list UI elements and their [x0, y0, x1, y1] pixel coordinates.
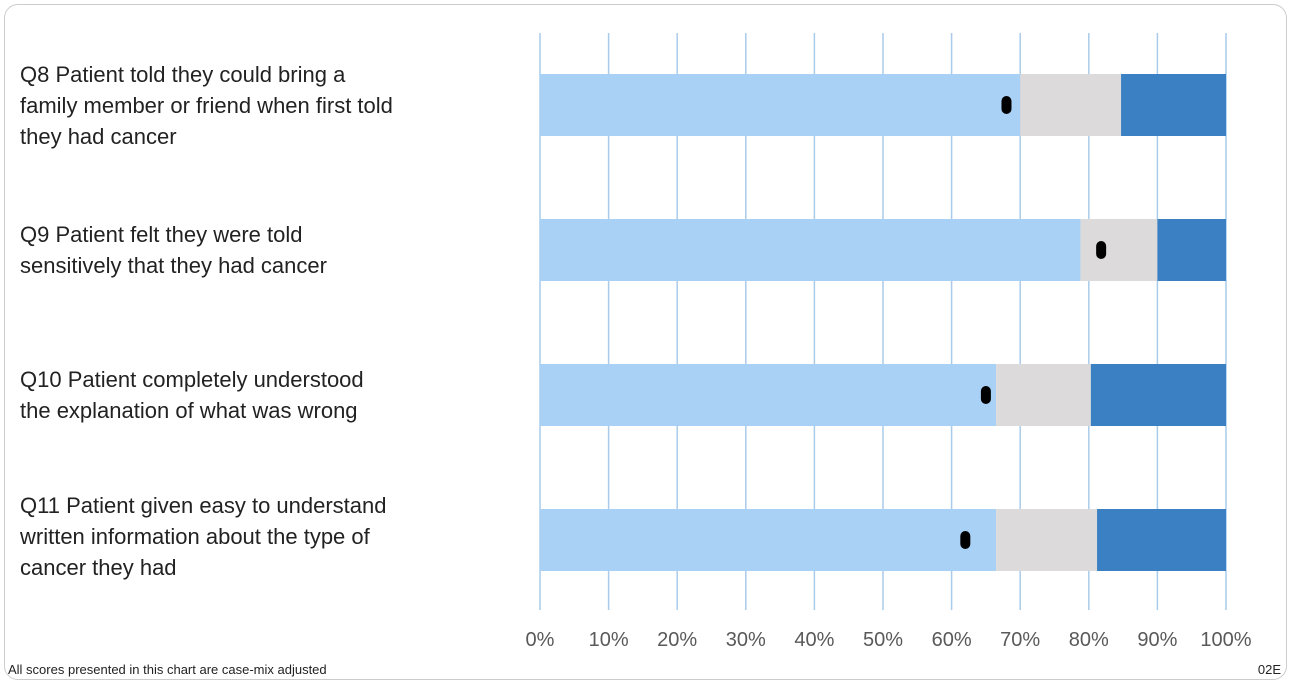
- question-q8-line-3: they had cancer: [20, 124, 177, 149]
- question-label-q10: Q10 Patient completely understood the ex…: [20, 364, 490, 426]
- question-q11-line-1: Q11 Patient given easy to understand: [20, 493, 387, 518]
- bar-row4-segment2: [996, 509, 1098, 571]
- x-tick-label: 80%: [1069, 629, 1109, 651]
- marker-point-row3: [980, 386, 991, 404]
- question-q11-line-2: written information about the type of: [20, 524, 370, 549]
- x-tick-label: 70%: [1000, 629, 1040, 651]
- question-label-q8: Q8 Patient told they could bring a famil…: [20, 59, 490, 152]
- marker-point-row4: [960, 531, 971, 549]
- question-label-q9: Q9 Patient felt they were told sensitive…: [20, 219, 490, 281]
- footnote: All scores presented in this chart are c…: [8, 662, 327, 677]
- bar-row1-segment1: [540, 74, 1021, 136]
- bar-row1-segment2: [1020, 74, 1122, 136]
- x-tick-label: 100%: [1200, 629, 1251, 651]
- bar-row3-segment3: [1090, 364, 1226, 426]
- x-tick-label: 20%: [657, 629, 697, 651]
- chart-code: 02E: [1257, 662, 1281, 677]
- bar-row4-segment3: [1097, 509, 1226, 571]
- question-q8-line-2: family member or friend when first told: [20, 93, 393, 118]
- bar-row2-segment1: [540, 219, 1081, 281]
- x-tick-label: 50%: [863, 629, 903, 651]
- x-tick-label: 60%: [932, 629, 972, 651]
- question-q10-line-2: the explanation of what was wrong: [20, 398, 358, 423]
- marker-point-row2: [1096, 241, 1107, 259]
- bar-row3-segment1: [540, 364, 997, 426]
- question-q9-line-1: Q9 Patient felt they were told: [20, 222, 303, 247]
- question-q8-line-1: Q8 Patient told they could bring a: [20, 62, 346, 87]
- question-q9-line-2: sensitively that they had cancer: [20, 253, 327, 278]
- question-q10-line-1: Q10 Patient completely understood: [20, 367, 364, 392]
- question-q11-line-3: cancer they had: [20, 555, 177, 580]
- x-tick-label: 10%: [589, 629, 629, 651]
- x-tick-label: 90%: [1137, 629, 1177, 651]
- x-tick-label: 0%: [526, 629, 555, 651]
- bar-row1-segment3: [1121, 74, 1226, 136]
- bar-row4-segment1: [540, 509, 997, 571]
- x-tick-label: 30%: [726, 629, 766, 651]
- question-label-q11: Q11 Patient given easy to understand wri…: [20, 490, 490, 583]
- bar-row2-segment3: [1157, 219, 1226, 281]
- x-tick-label: 40%: [794, 629, 834, 651]
- bar-row2-segment2: [1080, 219, 1158, 281]
- chart-frame: [4, 4, 1287, 680]
- marker-point-row1: [1001, 96, 1012, 114]
- bar-row3-segment2: [996, 364, 1091, 426]
